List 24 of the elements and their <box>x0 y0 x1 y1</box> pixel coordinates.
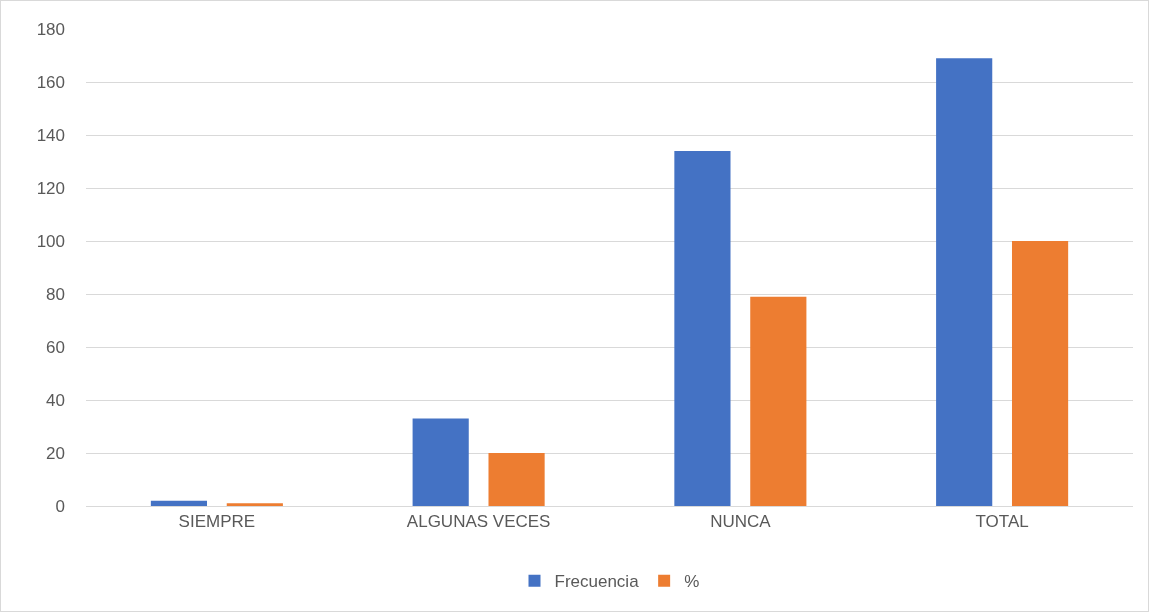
bar <box>150 500 208 506</box>
bar <box>412 418 469 506</box>
x-tick-label: NUNCA <box>710 512 772 532</box>
y-tick-label: 140 <box>36 125 65 145</box>
y-tick-label: 0 <box>55 496 65 516</box>
y-tick-label: 160 <box>36 72 65 92</box>
bar <box>226 503 283 506</box>
y-tick-label: 100 <box>36 231 65 251</box>
y-tick-label: 180 <box>36 19 65 39</box>
legend-label: % <box>684 572 700 592</box>
y-tick-label: 120 <box>36 178 65 198</box>
x-tick-label: TOTAL <box>975 512 1029 532</box>
x-tick-label: SIEMPRE <box>178 512 256 532</box>
bar <box>488 453 545 506</box>
bar <box>674 150 731 506</box>
y-tick-label: 60 <box>46 337 65 357</box>
bar <box>1011 241 1069 506</box>
y-tick-label: 40 <box>46 390 65 410</box>
x-tick-label: ALGUNAS VECES <box>406 512 551 532</box>
bar <box>936 58 993 506</box>
bar <box>750 296 807 506</box>
y-tick-label: 80 <box>46 284 65 304</box>
y-tick-label: 20 <box>46 443 65 463</box>
legend-label: Frecuencia <box>554 572 640 592</box>
